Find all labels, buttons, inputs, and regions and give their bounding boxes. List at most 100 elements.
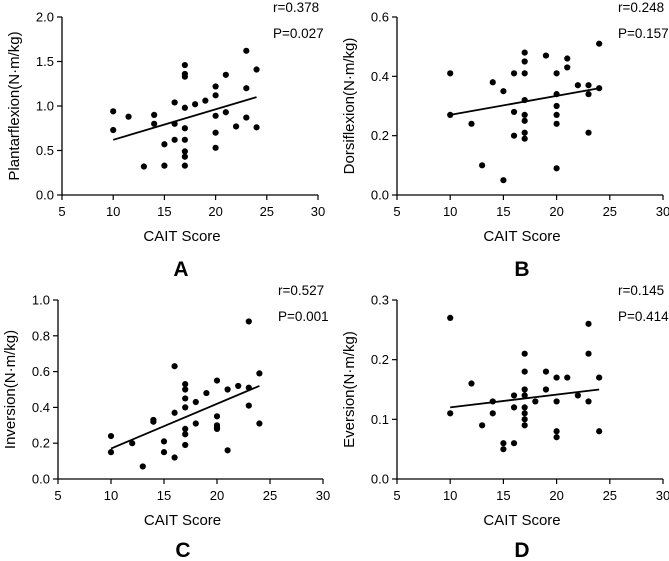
data-point: [596, 374, 603, 381]
data-point: [235, 382, 242, 390]
data-point: [182, 404, 189, 411]
x-tick-label: 5: [58, 204, 65, 219]
data-point: [181, 148, 188, 155]
data-point: [181, 153, 188, 160]
x-tick-label: 25: [263, 488, 277, 503]
y-tick-label: 0.0: [32, 472, 50, 487]
y-axis-label: Dorsiflexion(N·m/kg): [341, 38, 358, 175]
data-point: [171, 120, 178, 127]
data-point: [521, 111, 528, 118]
data-point: [245, 384, 252, 391]
correlation-r-label: r=0.378: [273, 0, 319, 15]
data-point: [182, 441, 189, 449]
data-point: [553, 70, 560, 77]
x-tick-label: 10: [106, 204, 120, 219]
data-point: [553, 398, 560, 405]
y-tick-label: 2.0: [36, 10, 54, 25]
scatter-panel-b: 0.0 0.2 0.4 0.6 5 10 15 20 25 30 CAIT Score Dorsifl…: [341, 0, 669, 281]
data-point: [160, 438, 168, 445]
x-tick-label: 5: [393, 488, 400, 503]
y-tick-label: 0.8: [32, 328, 50, 343]
data-point: [192, 398, 199, 406]
x-tick-label: 10: [443, 204, 457, 219]
data-point: [521, 368, 528, 375]
data-point: [253, 66, 260, 73]
data-point: [521, 129, 528, 136]
x-tick-label: 30: [656, 488, 669, 503]
data-point: [110, 126, 117, 134]
data-point: [243, 85, 250, 92]
panel-label: B: [514, 258, 529, 281]
data-point: [510, 108, 518, 116]
data-point: [585, 129, 592, 136]
data-point: [585, 350, 592, 357]
panel-label: D: [514, 539, 529, 561]
x-tick-label: 25: [260, 204, 274, 219]
y-tick-label: 1.0: [32, 293, 50, 308]
y-tick-label: 0.2: [32, 436, 50, 451]
data-point: [479, 162, 486, 169]
data-point: [151, 120, 158, 127]
regression-line: [112, 96, 257, 141]
data-point: [213, 425, 221, 432]
data-point: [212, 83, 219, 90]
data-point: [202, 97, 209, 104]
data-point: [256, 370, 263, 377]
x-tick-label: 10: [104, 488, 118, 503]
scatter-panel-c: 0.0 0.2 0.4 0.6 0.8 1.0 5 10 15 20 25 30 CAIT Score I…: [2, 283, 330, 561]
x-tick-label: 20: [208, 204, 222, 219]
data-point: [447, 410, 454, 417]
data-point: [489, 410, 496, 417]
data-point: [203, 389, 210, 397]
data-point: [585, 91, 592, 98]
data-point: [521, 58, 528, 65]
y-tick-label: 0.0: [371, 188, 389, 203]
data-point: [521, 49, 528, 56]
data-point: [212, 144, 219, 151]
data-point: [585, 320, 592, 327]
data-point: [447, 314, 454, 321]
data-point: [181, 61, 188, 69]
data-point: [553, 428, 560, 435]
data-point: [510, 440, 518, 447]
data-point: [500, 177, 507, 184]
data-point: [500, 440, 507, 447]
data-point: [245, 402, 252, 409]
x-tick-label: 30: [316, 488, 330, 503]
data-point: [521, 117, 528, 124]
data-point: [489, 398, 496, 405]
data-point: [182, 431, 189, 438]
data-point: [585, 398, 592, 405]
data-point: [479, 422, 486, 429]
data-point: [542, 386, 550, 393]
data-point: [222, 71, 229, 78]
data-point: [232, 123, 240, 130]
x-tick-label: 25: [603, 488, 617, 503]
x-tick-label: 20: [549, 488, 563, 503]
data-point: [212, 112, 219, 119]
data-point: [256, 420, 263, 427]
data-point: [182, 425, 189, 432]
data-point: [171, 99, 178, 106]
data-point: [181, 162, 188, 169]
data-point: [564, 64, 571, 71]
data-point: [182, 386, 189, 393]
data-point: [171, 454, 178, 461]
data-point: [171, 136, 178, 143]
y-axis-label: Plantarflexion(N·m/kg): [6, 31, 23, 180]
x-axis-label: CAIT Score: [144, 512, 221, 529]
data-point: [447, 70, 454, 77]
data-point: [542, 368, 550, 375]
data-point: [596, 85, 603, 92]
data-point: [222, 109, 229, 116]
data-point: [542, 52, 550, 59]
data-point: [553, 91, 560, 98]
data-point: [161, 141, 168, 148]
data-point: [224, 386, 231, 393]
y-tick-label: 0.0: [371, 472, 389, 487]
data-point: [110, 108, 117, 115]
data-point: [140, 163, 148, 170]
data-point: [585, 82, 592, 89]
data-point: [553, 374, 560, 381]
